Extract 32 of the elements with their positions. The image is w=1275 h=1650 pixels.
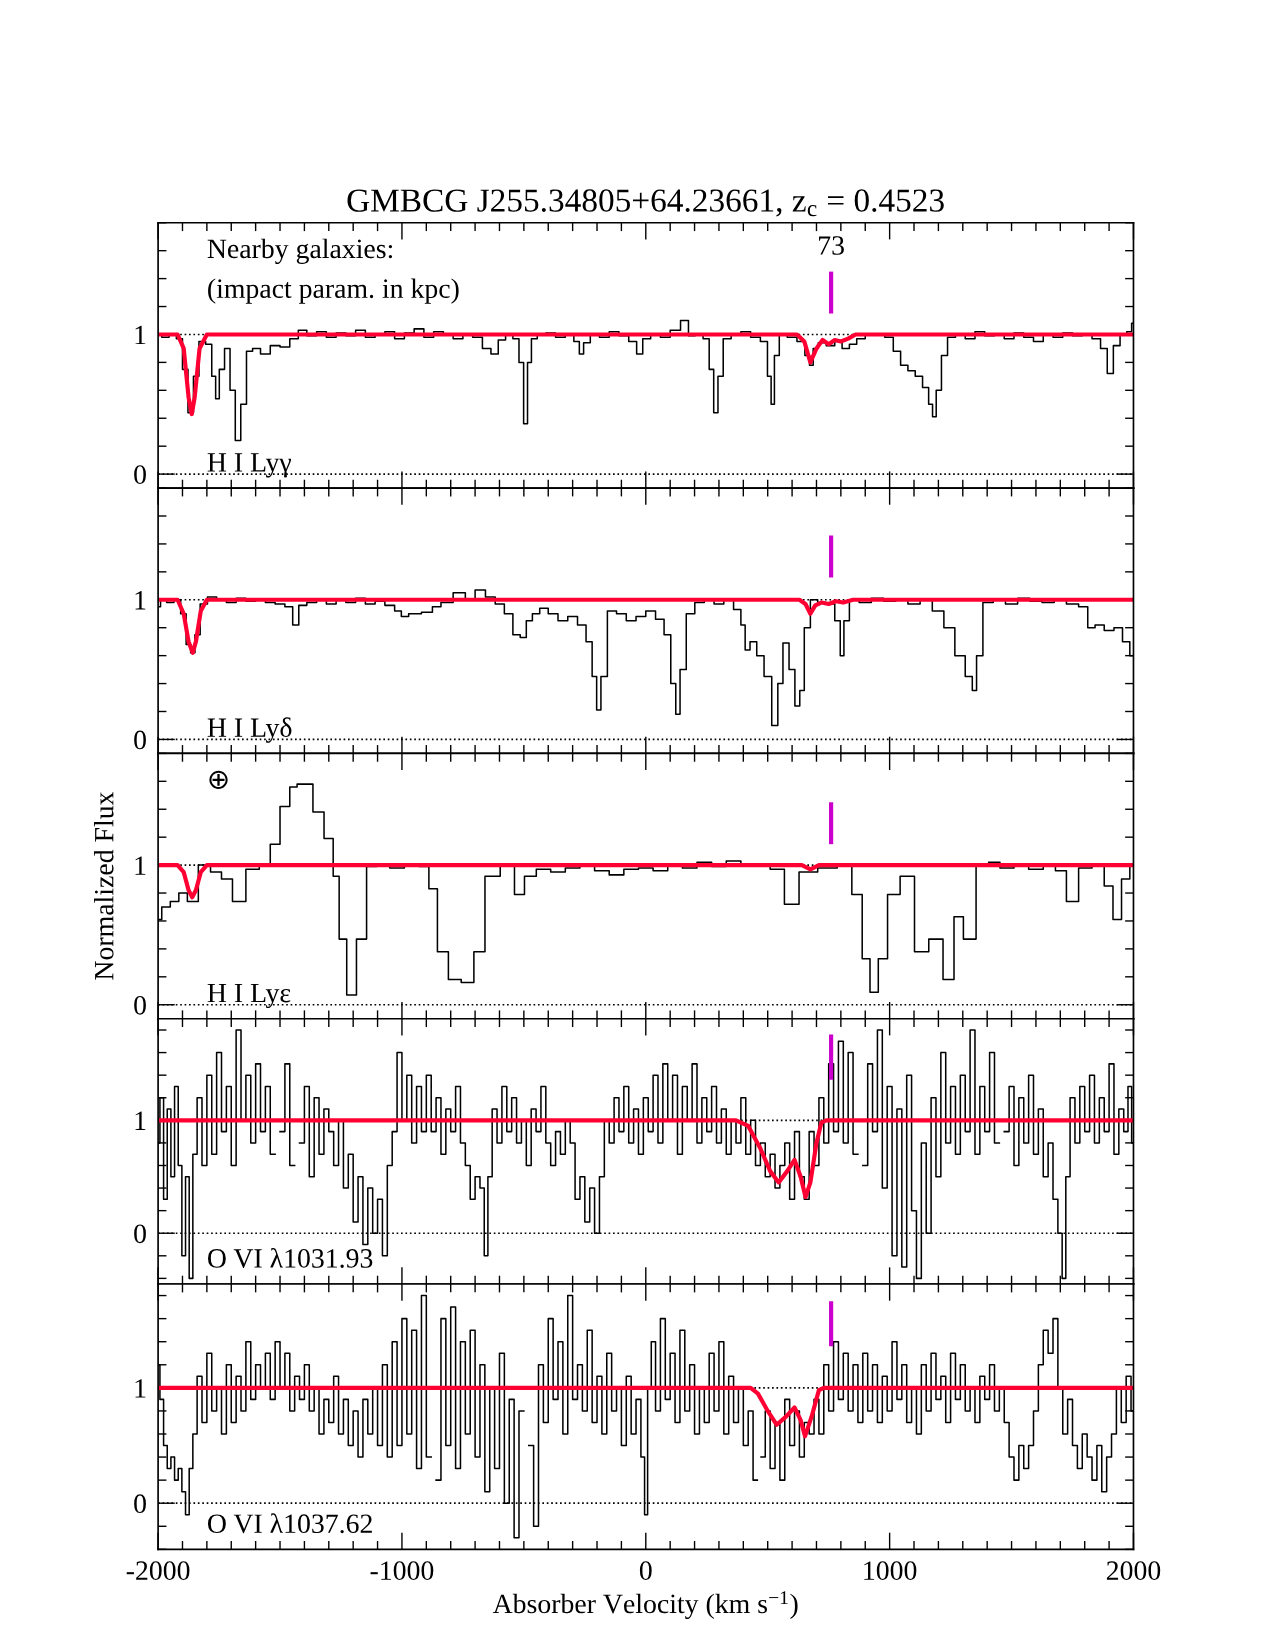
annotation: H I Lyγ (207, 453, 292, 478)
line-series (158, 1385, 1134, 1439)
y-tick-label: 1 (135, 1379, 146, 1398)
y-axis-title: Normalized Flux (94, 791, 114, 980)
line-series (158, 332, 1134, 417)
annotation: H I Lyε (207, 983, 291, 1009)
annotation: H I Lyδ (207, 717, 292, 743)
chart-title: GMBCG J255.34805+64.23661, z$_{c}$ = 0.4523 (347, 189, 944, 217)
y-tick-label: 0 (134, 1224, 146, 1244)
line-series (158, 1118, 1134, 1200)
annotation: O VI λ1037.62 (208, 1513, 372, 1534)
series-label: 73 (819, 236, 844, 255)
y-tick-label: 0 (134, 730, 146, 750)
y-tick-label: 1 (135, 325, 146, 345)
y-tick-label: 0 (134, 995, 146, 1015)
y-tick-label: 0 (134, 1494, 146, 1514)
x-tick-label: -1000 (370, 1561, 434, 1581)
x-tick-label: 2000 (1106, 1561, 1161, 1581)
x-tick-label: 1000 (864, 1561, 917, 1581)
y-tick-label: 1 (135, 591, 146, 610)
x-tick-label: -2000 (126, 1561, 190, 1581)
line-series (158, 597, 1134, 655)
annotation: (impact param. in kpc) (208, 278, 459, 304)
x-tick-label: 0 (639, 1561, 652, 1581)
x-axis-title: Absorber Velocity (km s$^{−1}$) (492, 1591, 798, 1619)
y-tick-label: 0 (134, 465, 146, 485)
annotation: ⊕ (209, 770, 228, 789)
line-series (158, 863, 1134, 900)
annotation: Nearby galaxies: (207, 238, 393, 264)
annotation: O VI λ1031.93 (208, 1247, 373, 1268)
y-tick-label: 1 (135, 1111, 146, 1130)
y-tick-label: 1 (135, 856, 146, 875)
